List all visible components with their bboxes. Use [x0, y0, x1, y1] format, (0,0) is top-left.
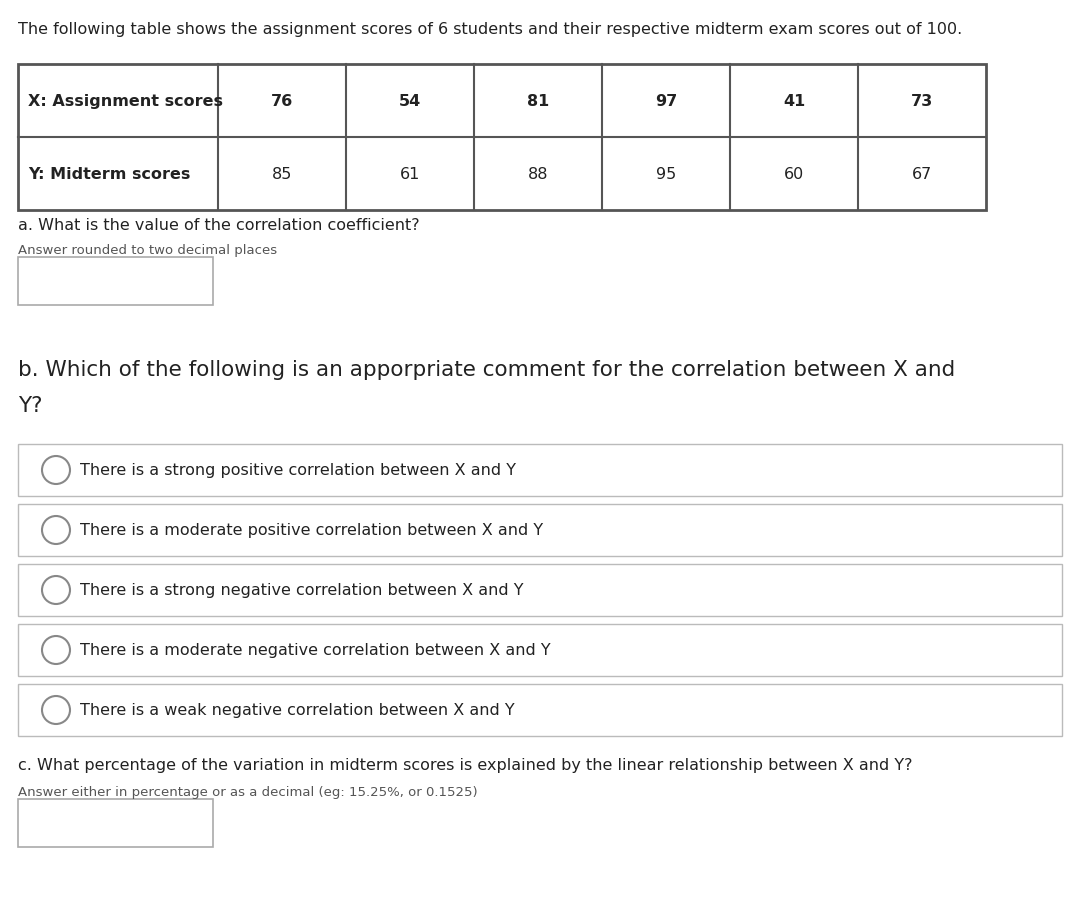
Text: c. What percentage of the variation in midterm scores is explained by the linear: c. What percentage of the variation in m… — [18, 757, 913, 773]
Bar — [18, 684, 1062, 736]
Bar — [18, 799, 213, 847]
Circle shape — [42, 517, 70, 545]
Text: 95: 95 — [656, 167, 676, 182]
Text: 54: 54 — [399, 94, 421, 109]
Bar — [18, 505, 1062, 557]
Bar — [18, 624, 1062, 676]
Text: 67: 67 — [912, 167, 932, 182]
Text: 73: 73 — [910, 94, 933, 109]
Bar — [18, 65, 986, 210]
Text: X: Assignment scores: X: Assignment scores — [28, 94, 222, 109]
Text: 97: 97 — [654, 94, 677, 109]
Text: There is a weak negative correlation between X and Y: There is a weak negative correlation bet… — [80, 702, 515, 718]
Text: The following table shows the assignment scores of 6 students and their respecti: The following table shows the assignment… — [18, 22, 962, 37]
Text: 85: 85 — [272, 167, 293, 182]
Text: Answer rounded to two decimal places: Answer rounded to two decimal places — [18, 244, 278, 257]
Text: There is a moderate positive correlation between X and Y: There is a moderate positive correlation… — [80, 523, 543, 537]
Text: There is a strong positive correlation between X and Y: There is a strong positive correlation b… — [80, 463, 516, 478]
Text: Answer either in percentage or as a decimal (eg: 15.25%, or 0.1525): Answer either in percentage or as a deci… — [18, 785, 477, 798]
Text: 60: 60 — [784, 167, 805, 182]
Bar — [18, 258, 213, 306]
Text: 41: 41 — [783, 94, 805, 109]
Text: a. What is the value of the correlation coefficient?: a. What is the value of the correlation … — [18, 218, 420, 232]
Text: b. Which of the following is an apporpriate comment for the correlation between : b. Which of the following is an apporpri… — [18, 360, 955, 380]
Circle shape — [42, 636, 70, 664]
Text: Y: Midterm scores: Y: Midterm scores — [28, 167, 190, 182]
Text: 61: 61 — [400, 167, 420, 182]
Text: Y?: Y? — [18, 395, 42, 415]
Text: There is a strong negative correlation between X and Y: There is a strong negative correlation b… — [80, 583, 524, 598]
Text: 76: 76 — [271, 94, 293, 109]
Text: There is a moderate negative correlation between X and Y: There is a moderate negative correlation… — [80, 643, 551, 658]
Circle shape — [42, 577, 70, 604]
Text: 81: 81 — [527, 94, 549, 109]
Circle shape — [42, 696, 70, 724]
Bar — [18, 445, 1062, 496]
Bar — [18, 565, 1062, 617]
Text: 88: 88 — [528, 167, 549, 182]
Circle shape — [42, 456, 70, 485]
